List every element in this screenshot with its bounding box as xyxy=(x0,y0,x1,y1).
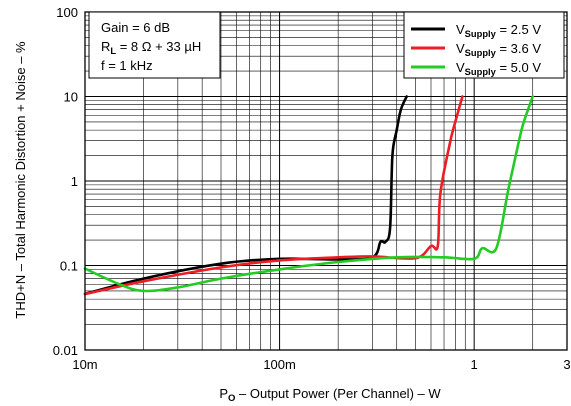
y-tick-label: 100 xyxy=(56,5,78,20)
y-axis-label: THD+N – Total Harmonic Distortion + Nois… xyxy=(13,41,28,319)
y-tick-label: 0.01 xyxy=(53,343,78,358)
annotation-line: RL = 8 Ω + 33 µH xyxy=(101,39,201,56)
conditions-annotation: Gain = 6 dB RL = 8 Ω + 33 µH f = 1 kHz xyxy=(88,11,221,79)
legend: VSupply = 2.5 V VSupply = 3.6 V VSupply = … xyxy=(403,11,565,79)
y-tick-labels: 0.01 0.1 1 10 100 xyxy=(53,5,78,358)
grid xyxy=(84,12,568,351)
series-line xyxy=(83,95,464,296)
series-line xyxy=(83,95,534,293)
annotation-line: f = 1 kHz xyxy=(101,58,153,73)
x-tick-label: 3 xyxy=(563,357,570,372)
legend-label: VSupply = 5.0 V xyxy=(456,60,541,77)
legend-label: VSupply = 2.5 V xyxy=(456,22,541,39)
plot-frame xyxy=(84,11,568,351)
series-line xyxy=(83,95,408,296)
annotation-line: Gain = 6 dB xyxy=(101,20,170,35)
y-tick-label: 0.1 xyxy=(60,259,78,274)
x-axis-label: PO – Output Power (Per Channel) – W xyxy=(219,386,441,404)
x-tick-label: 100m xyxy=(263,357,296,372)
x-tick-label: 10m xyxy=(72,357,97,372)
legend-label: VSupply = 3.6 V xyxy=(456,41,541,58)
x-tick-labels: 10m 100m 1 3 xyxy=(72,357,570,372)
y-tick-label: 1 xyxy=(71,174,78,189)
y-tick-label: 10 xyxy=(64,90,78,105)
x-tick-label: 1 xyxy=(471,357,478,372)
series-lines xyxy=(83,95,534,296)
